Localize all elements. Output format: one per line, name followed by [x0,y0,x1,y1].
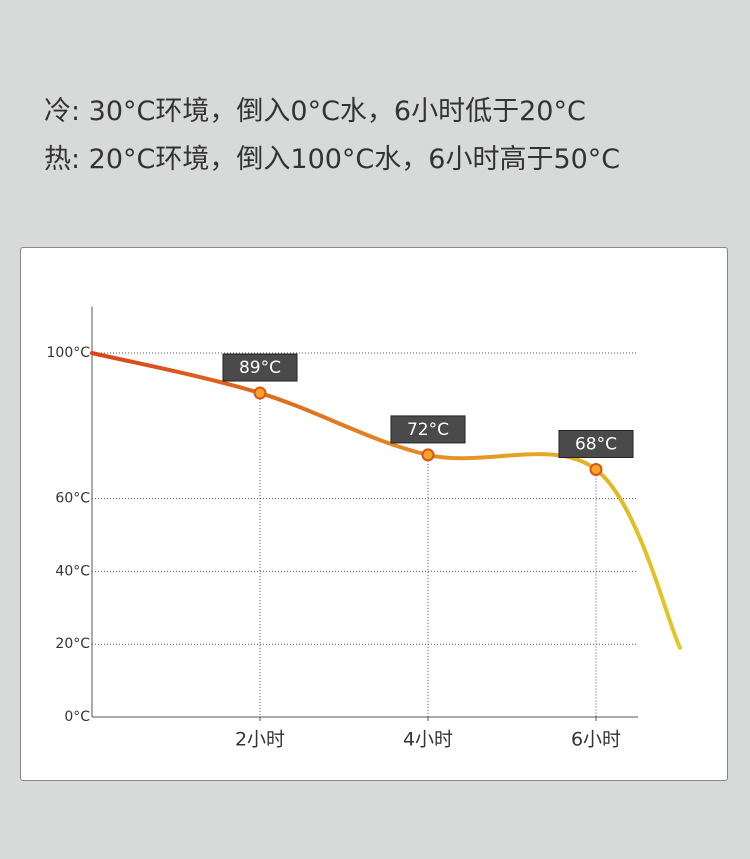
x-tick-label: 6小时 [571,729,621,751]
x-tick-label: 2小时 [235,729,285,751]
y-tick-label: 20°C [55,636,90,652]
value-label: 89°C [239,358,281,378]
value-label-box [390,415,466,444]
temperature-curve [90,351,682,650]
value-label: 72°C [407,420,449,440]
data-point [589,462,603,476]
y-tick-label: 40°C [55,563,90,579]
data-point [421,448,435,462]
y-tick-label: 60°C [55,491,90,507]
value-label-box [222,353,298,382]
header: 冷: 30°C环境，倒入0°C水，6小时低于20°C 热: 20°C环境，倒入1… [44,88,620,184]
value-label-box [558,429,634,458]
header-line: 冷: 30°C环境，倒入0°C水，6小时低于20°C [44,96,586,127]
header-line: 热: 20°C环境，倒入100°C水，6小时高于50°C [44,144,621,175]
y-tick-label: 100°C [47,345,91,361]
chart-card [20,247,728,781]
value-label: 68°C [575,434,617,454]
x-tick-label: 4小时 [403,729,453,751]
data-point [253,386,267,400]
y-tick-label: 0°C [64,709,90,725]
